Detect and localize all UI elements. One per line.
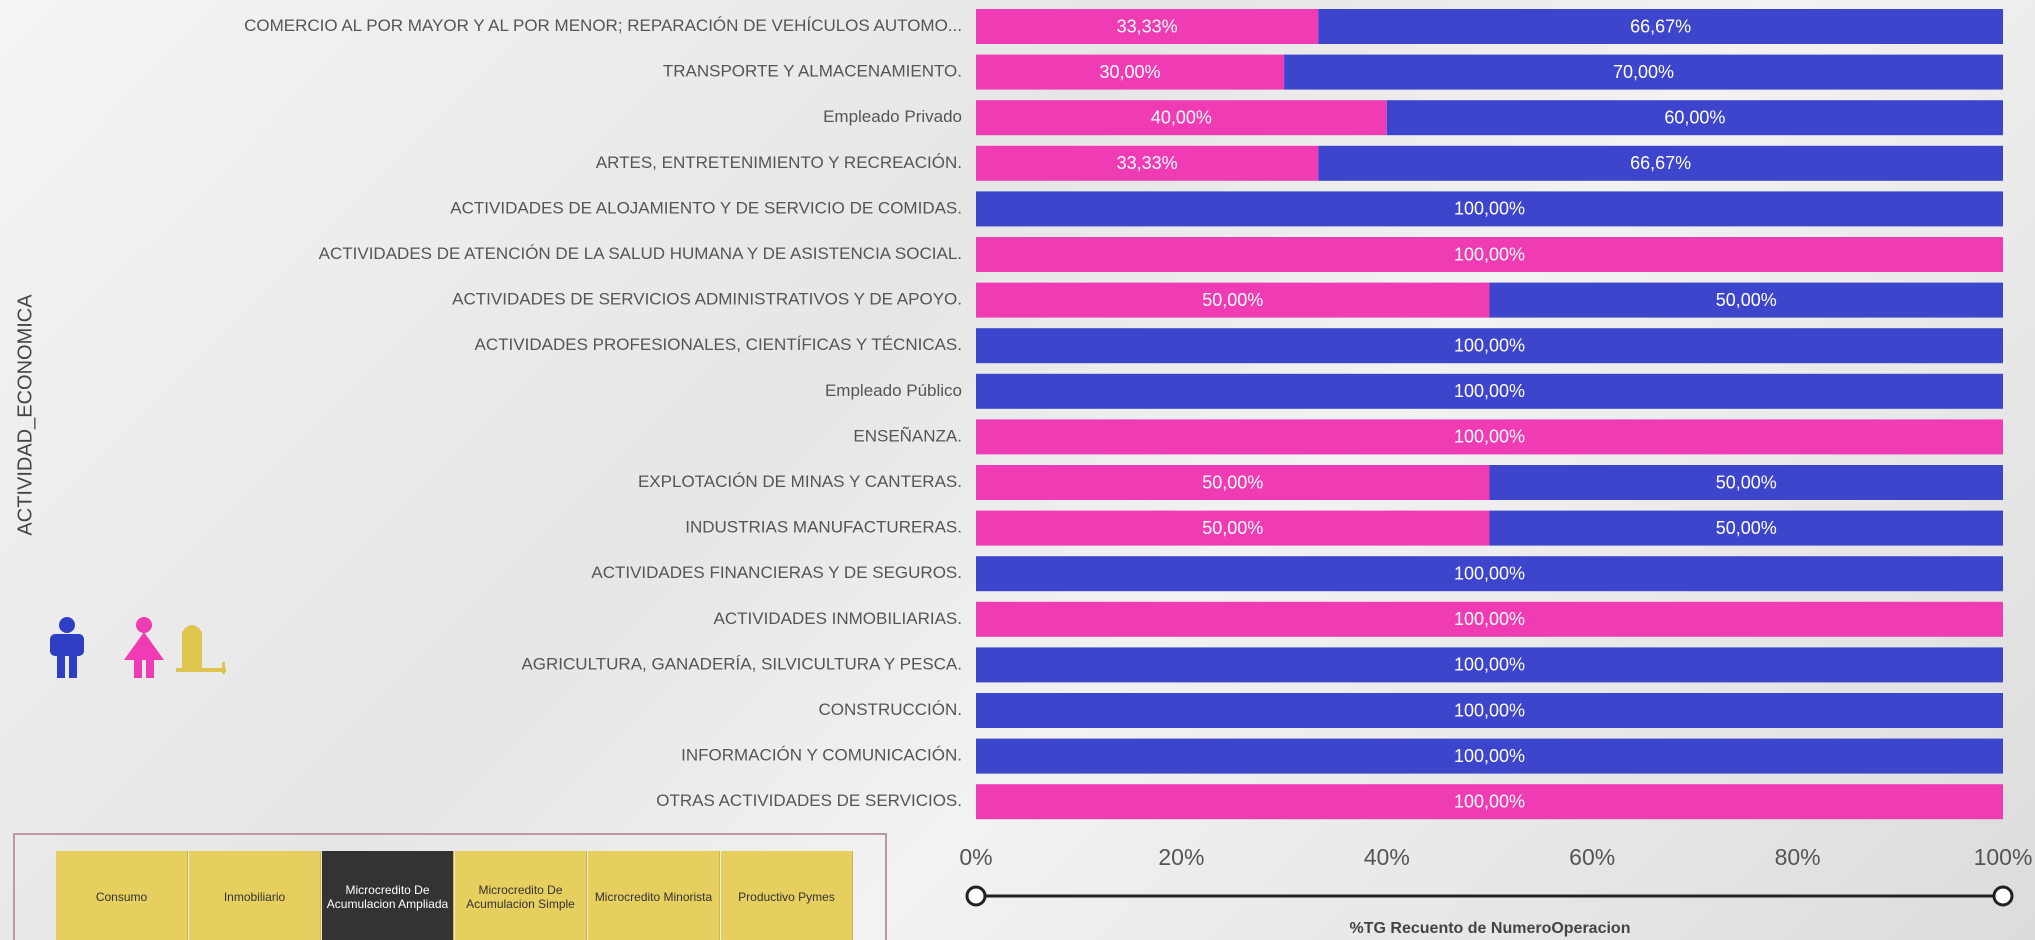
- x-tick-label: 40%: [1364, 844, 1410, 870]
- value-label: 100,00%: [1454, 746, 1525, 766]
- x-tick-label: 100%: [1974, 844, 2033, 870]
- bar-segment: [976, 647, 2003, 683]
- category-label: ACTIVIDADES DE SERVICIOS ADMINISTRATIVOS…: [452, 290, 962, 309]
- category-label: INFORMACIÓN Y COMUNICACIÓN.: [681, 746, 962, 765]
- value-label: 100,00%: [1454, 609, 1525, 629]
- slicer-button[interactable]: Inmobiliario: [189, 851, 321, 940]
- bar-segment: [976, 282, 1490, 318]
- category-label: ACTIVIDADES INMOBILIARIAS.: [714, 609, 962, 628]
- value-label: 33,33%: [1117, 153, 1178, 173]
- slicer-button[interactable]: Consumo: [56, 851, 188, 940]
- slicer-button[interactable]: Microcredito Minorista: [588, 851, 720, 940]
- slicer-button[interactable]: Microcredito De Acumulacion Simple: [455, 851, 587, 940]
- value-label: 100,00%: [1454, 199, 1525, 219]
- y-axis-label: ACTIVIDAD_ECONOMICA: [14, 294, 36, 536]
- value-label: 100,00%: [1454, 700, 1525, 720]
- value-label: 70,00%: [1613, 62, 1674, 82]
- value-label: 100,00%: [1454, 427, 1525, 447]
- x-tick-label: 60%: [1569, 844, 1615, 870]
- category-label: COMERCIO AL POR MAYOR Y AL POR MENOR; RE…: [244, 16, 962, 35]
- bar-segment: [976, 328, 2003, 364]
- slider-handle[interactable]: [1992, 885, 2014, 907]
- value-label: 33,33%: [1117, 16, 1178, 36]
- category-label: ENSEÑANZA.: [853, 426, 962, 445]
- bar-segment: [1284, 54, 2003, 90]
- bar-segment: [976, 54, 1285, 90]
- value-label: 50,00%: [1202, 472, 1263, 492]
- bar-segment: [976, 191, 2003, 227]
- bar-segment: [976, 784, 2003, 820]
- category-label: Empleado Público: [825, 381, 962, 400]
- bar-segment: [976, 510, 1490, 546]
- bar-segment: [1318, 9, 2003, 44]
- category-label: EXPLOTACIÓN DE MINAS Y CANTERAS.: [638, 472, 962, 491]
- value-label: 100,00%: [1454, 791, 1525, 811]
- bar-segment: [976, 693, 2003, 728]
- value-label: 50,00%: [1202, 518, 1263, 538]
- bar-segment: [976, 465, 1490, 500]
- slider-handle[interactable]: [965, 885, 987, 907]
- value-label: 40,00%: [1151, 107, 1212, 127]
- category-label: ACTIVIDADES DE ALOJAMIENTO Y DE SERVICIO…: [450, 198, 962, 217]
- category-label: Empleado Privado: [823, 107, 962, 126]
- bar-segment: [1489, 282, 2003, 318]
- value-label: 100,00%: [1454, 655, 1525, 675]
- x-axis-label: %TG Recuento de NumeroOperacion: [1350, 920, 1631, 937]
- x-tick-label: 80%: [1775, 844, 1821, 870]
- category-label: CONSTRUCCIÓN.: [818, 700, 962, 719]
- x-tick-label: 0%: [959, 844, 992, 870]
- bar-segment: [976, 738, 2003, 774]
- value-label: 50,00%: [1716, 290, 1777, 310]
- bar-segment: [976, 100, 1387, 136]
- category-label: ARTES, ENTRETENIMIENTO Y RECREACIÓN.: [596, 153, 962, 172]
- category-label: ACTIVIDADES DE ATENCIÓN DE LA SALUD HUMA…: [319, 244, 962, 263]
- value-label: 50,00%: [1716, 518, 1777, 538]
- bar-segment: [976, 373, 2003, 409]
- category-label: AGRICULTURA, GANADERÍA, SILVICULTURA Y P…: [521, 654, 962, 673]
- category-label: INDUSTRIAS MANUFACTURERAS.: [685, 518, 962, 537]
- category-label: ACTIVIDADES PROFESIONALES, CIENTÍFICAS Y…: [475, 335, 962, 354]
- category-label: OTRAS ACTIVIDADES DE SERVICIOS.: [656, 791, 962, 810]
- legend-icons: [50, 617, 226, 678]
- bar-segment: [1489, 465, 2003, 500]
- value-label: 60,00%: [1664, 107, 1725, 127]
- x-tick-label: 20%: [1158, 844, 1204, 870]
- value-label: 50,00%: [1716, 472, 1777, 492]
- value-label: 66,67%: [1630, 153, 1691, 173]
- bar-segment: [976, 419, 2003, 455]
- value-label: 100,00%: [1454, 381, 1525, 401]
- bar-segment: [1489, 510, 2003, 546]
- bar-segment: [976, 556, 2003, 592]
- value-label: 66,67%: [1630, 16, 1691, 36]
- value-label: 100,00%: [1454, 563, 1525, 583]
- slicer: Consumo Inmobiliario Microcredito De Acumu…: [13, 833, 887, 940]
- category-label: TRANSPORTE Y ALMACENAMIENTO.: [663, 62, 962, 81]
- category-label: ACTIVIDADES FINANCIERAS Y DE SEGUROS.: [591, 563, 962, 582]
- value-label: 30,00%: [1100, 62, 1161, 82]
- bar-segment: [976, 145, 1319, 181]
- bar-segment: [976, 601, 2003, 637]
- value-label: 100,00%: [1454, 335, 1525, 355]
- value-label: 50,00%: [1202, 290, 1263, 310]
- bar-segment: [1318, 145, 2003, 181]
- bar-segment: [976, 237, 2003, 272]
- slicer-button[interactable]: Microcredito De Acumulacion Ampliada: [322, 851, 454, 940]
- bar-segment: [1386, 100, 2003, 136]
- bar-segment: [976, 9, 1319, 44]
- slicer-button[interactable]: Productivo Pymes: [721, 851, 853, 940]
- value-label: 100,00%: [1454, 244, 1525, 264]
